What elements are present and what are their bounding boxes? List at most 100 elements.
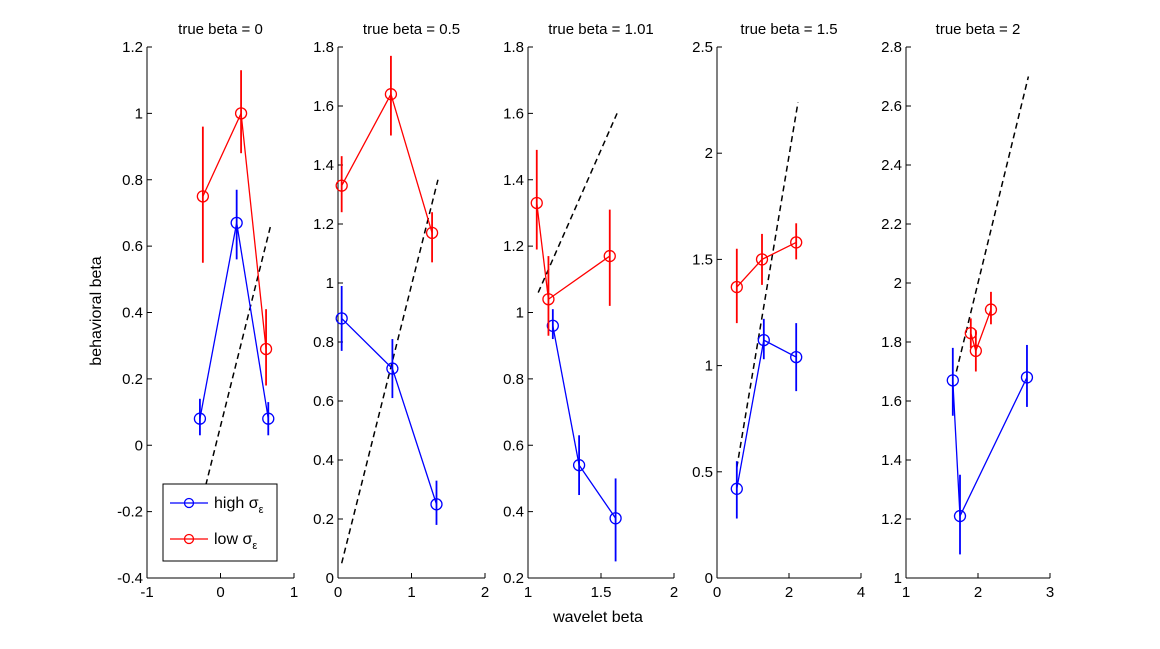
data-point <box>335 312 348 325</box>
series-high <box>730 318 803 519</box>
y-tick-label: 1 <box>326 275 334 292</box>
data-point <box>603 249 616 263</box>
legend-entry-high: high σε <box>170 495 264 516</box>
data-point <box>259 342 273 356</box>
x-tick-label: 2 <box>974 584 982 601</box>
data-point <box>196 190 210 203</box>
panel-title: true beta = 1.5 <box>740 21 837 38</box>
data-point <box>609 512 622 525</box>
x-tick-label: 0 <box>216 584 224 601</box>
y-tick-label: 1 <box>894 570 902 587</box>
y-axis-label: behavioral beta <box>88 256 105 366</box>
panel-title: true beta = 0 <box>178 21 263 38</box>
panel-1: true beta = 0 -0.4 -0.2 0 0.2 0.4 0.6 0.8 1 1.2 -1… <box>117 21 298 601</box>
panels-group: true beta = 0 -0.4 -0.2 0 0.2 0.4 0.6 0.8 1 1.2 -1… <box>117 21 1054 601</box>
legend: high σε low σε <box>162 483 278 562</box>
data-point <box>234 107 248 120</box>
data-point <box>969 344 982 358</box>
legend-label-low: low σε <box>214 531 257 552</box>
data-point <box>755 253 769 266</box>
legend-label-high: high σε <box>214 495 264 516</box>
data-point <box>335 179 348 192</box>
series-line-high <box>341 317 438 505</box>
x-tick-label: 1 <box>902 584 910 601</box>
series-line-low <box>341 92 433 234</box>
y-tick-label: 2.2 <box>881 216 902 233</box>
y-tick-label: 0 <box>135 437 143 454</box>
series-line-low <box>970 309 992 353</box>
series-low <box>196 70 273 386</box>
y-tick-label: 0.6 <box>503 437 524 454</box>
y-tick-label: -0.4 <box>117 570 143 587</box>
reference-line <box>736 102 799 468</box>
panel-2: true beta = 0.5 0 0.2 0.4 0.6 0.8 1 1.2 1.4 1.6 1.… <box>313 21 489 601</box>
legend-box <box>162 483 278 562</box>
y-tick-label: 1.4 <box>313 157 334 174</box>
data-point <box>730 280 743 294</box>
data-point <box>230 216 243 230</box>
y-tick-label: 1.6 <box>881 393 902 410</box>
series-high <box>335 285 443 525</box>
data-point <box>1020 371 1034 384</box>
y-tick-label: 1 <box>135 105 143 122</box>
y-tick-label: -0.2 <box>117 504 143 521</box>
y-tick-label: 1.8 <box>503 39 524 56</box>
y-tick-label: 1 <box>516 305 524 322</box>
panel-4: true beta = 1.5 0 0.5 1 1.5 2 2.5 0 2 4 <box>692 21 865 601</box>
data-point <box>790 350 803 364</box>
y-tick-label: 1.2 <box>122 39 143 56</box>
x-tick-label: 2 <box>670 584 678 601</box>
y-tick-label: 1.2 <box>313 216 334 233</box>
y-tick-label: 1 <box>705 358 713 375</box>
series-high <box>546 309 622 562</box>
panel-title: true beta = 2 <box>936 21 1021 38</box>
x-tick-label: 1 <box>290 584 298 601</box>
y-tick-label: 1.4 <box>881 452 902 469</box>
y-tick-label: 1.2 <box>881 511 902 528</box>
data-point <box>542 293 555 306</box>
series-line-low <box>736 241 797 288</box>
y-tick-label: 0.4 <box>122 305 143 322</box>
y-tick-label: 0.2 <box>503 570 524 587</box>
y-tick-label: 0.6 <box>122 238 143 255</box>
y-tick-label: 0.2 <box>313 511 334 528</box>
series-high <box>946 344 1034 555</box>
reference-line <box>537 113 618 293</box>
reference-line <box>955 76 1030 372</box>
reference-line <box>205 226 272 486</box>
data-point <box>386 362 399 375</box>
x-tick-label: 0 <box>334 584 342 601</box>
y-tick-label: 0.4 <box>313 452 334 469</box>
y-tick-label: 2.8 <box>881 39 902 56</box>
x-axis-label: wavelet beta <box>552 609 643 626</box>
y-tick-label: 0 <box>705 570 713 587</box>
legend-marker-low <box>183 533 195 545</box>
data-point <box>384 88 398 101</box>
y-tick-label: 2.6 <box>881 98 902 115</box>
panel-title: true beta = 1.01 <box>548 21 654 38</box>
data-point <box>430 498 443 511</box>
x-tick-label: 0 <box>713 584 721 601</box>
y-tick-label: 0.5 <box>692 464 713 481</box>
y-tick-label: 1.5 <box>692 251 713 268</box>
x-tick-label: 1 <box>524 584 532 601</box>
y-tick-label: 0.6 <box>313 393 334 410</box>
y-tick-label: 0.8 <box>313 334 334 351</box>
panel-3: true beta = 1.01 0.2 0.4 0.6 0.8 1 1.2 1.4 1.6 1.… <box>503 21 678 601</box>
y-tick-label: 0 <box>326 570 334 587</box>
x-tick-label: 2 <box>481 584 489 601</box>
x-tick-label: 3 <box>1046 584 1054 601</box>
data-point <box>262 412 275 425</box>
data-point <box>984 303 998 316</box>
data-point <box>730 482 743 495</box>
y-tick-label: 2 <box>705 145 713 162</box>
y-tick-label: 2 <box>894 275 902 292</box>
data-point <box>572 459 586 472</box>
series-low <box>530 149 616 336</box>
y-tick-label: 1.4 <box>503 172 524 189</box>
x-tick-label: -1 <box>140 584 153 601</box>
series-low <box>730 223 803 324</box>
y-tick-label: 0.8 <box>122 172 143 189</box>
series-low <box>335 55 439 263</box>
